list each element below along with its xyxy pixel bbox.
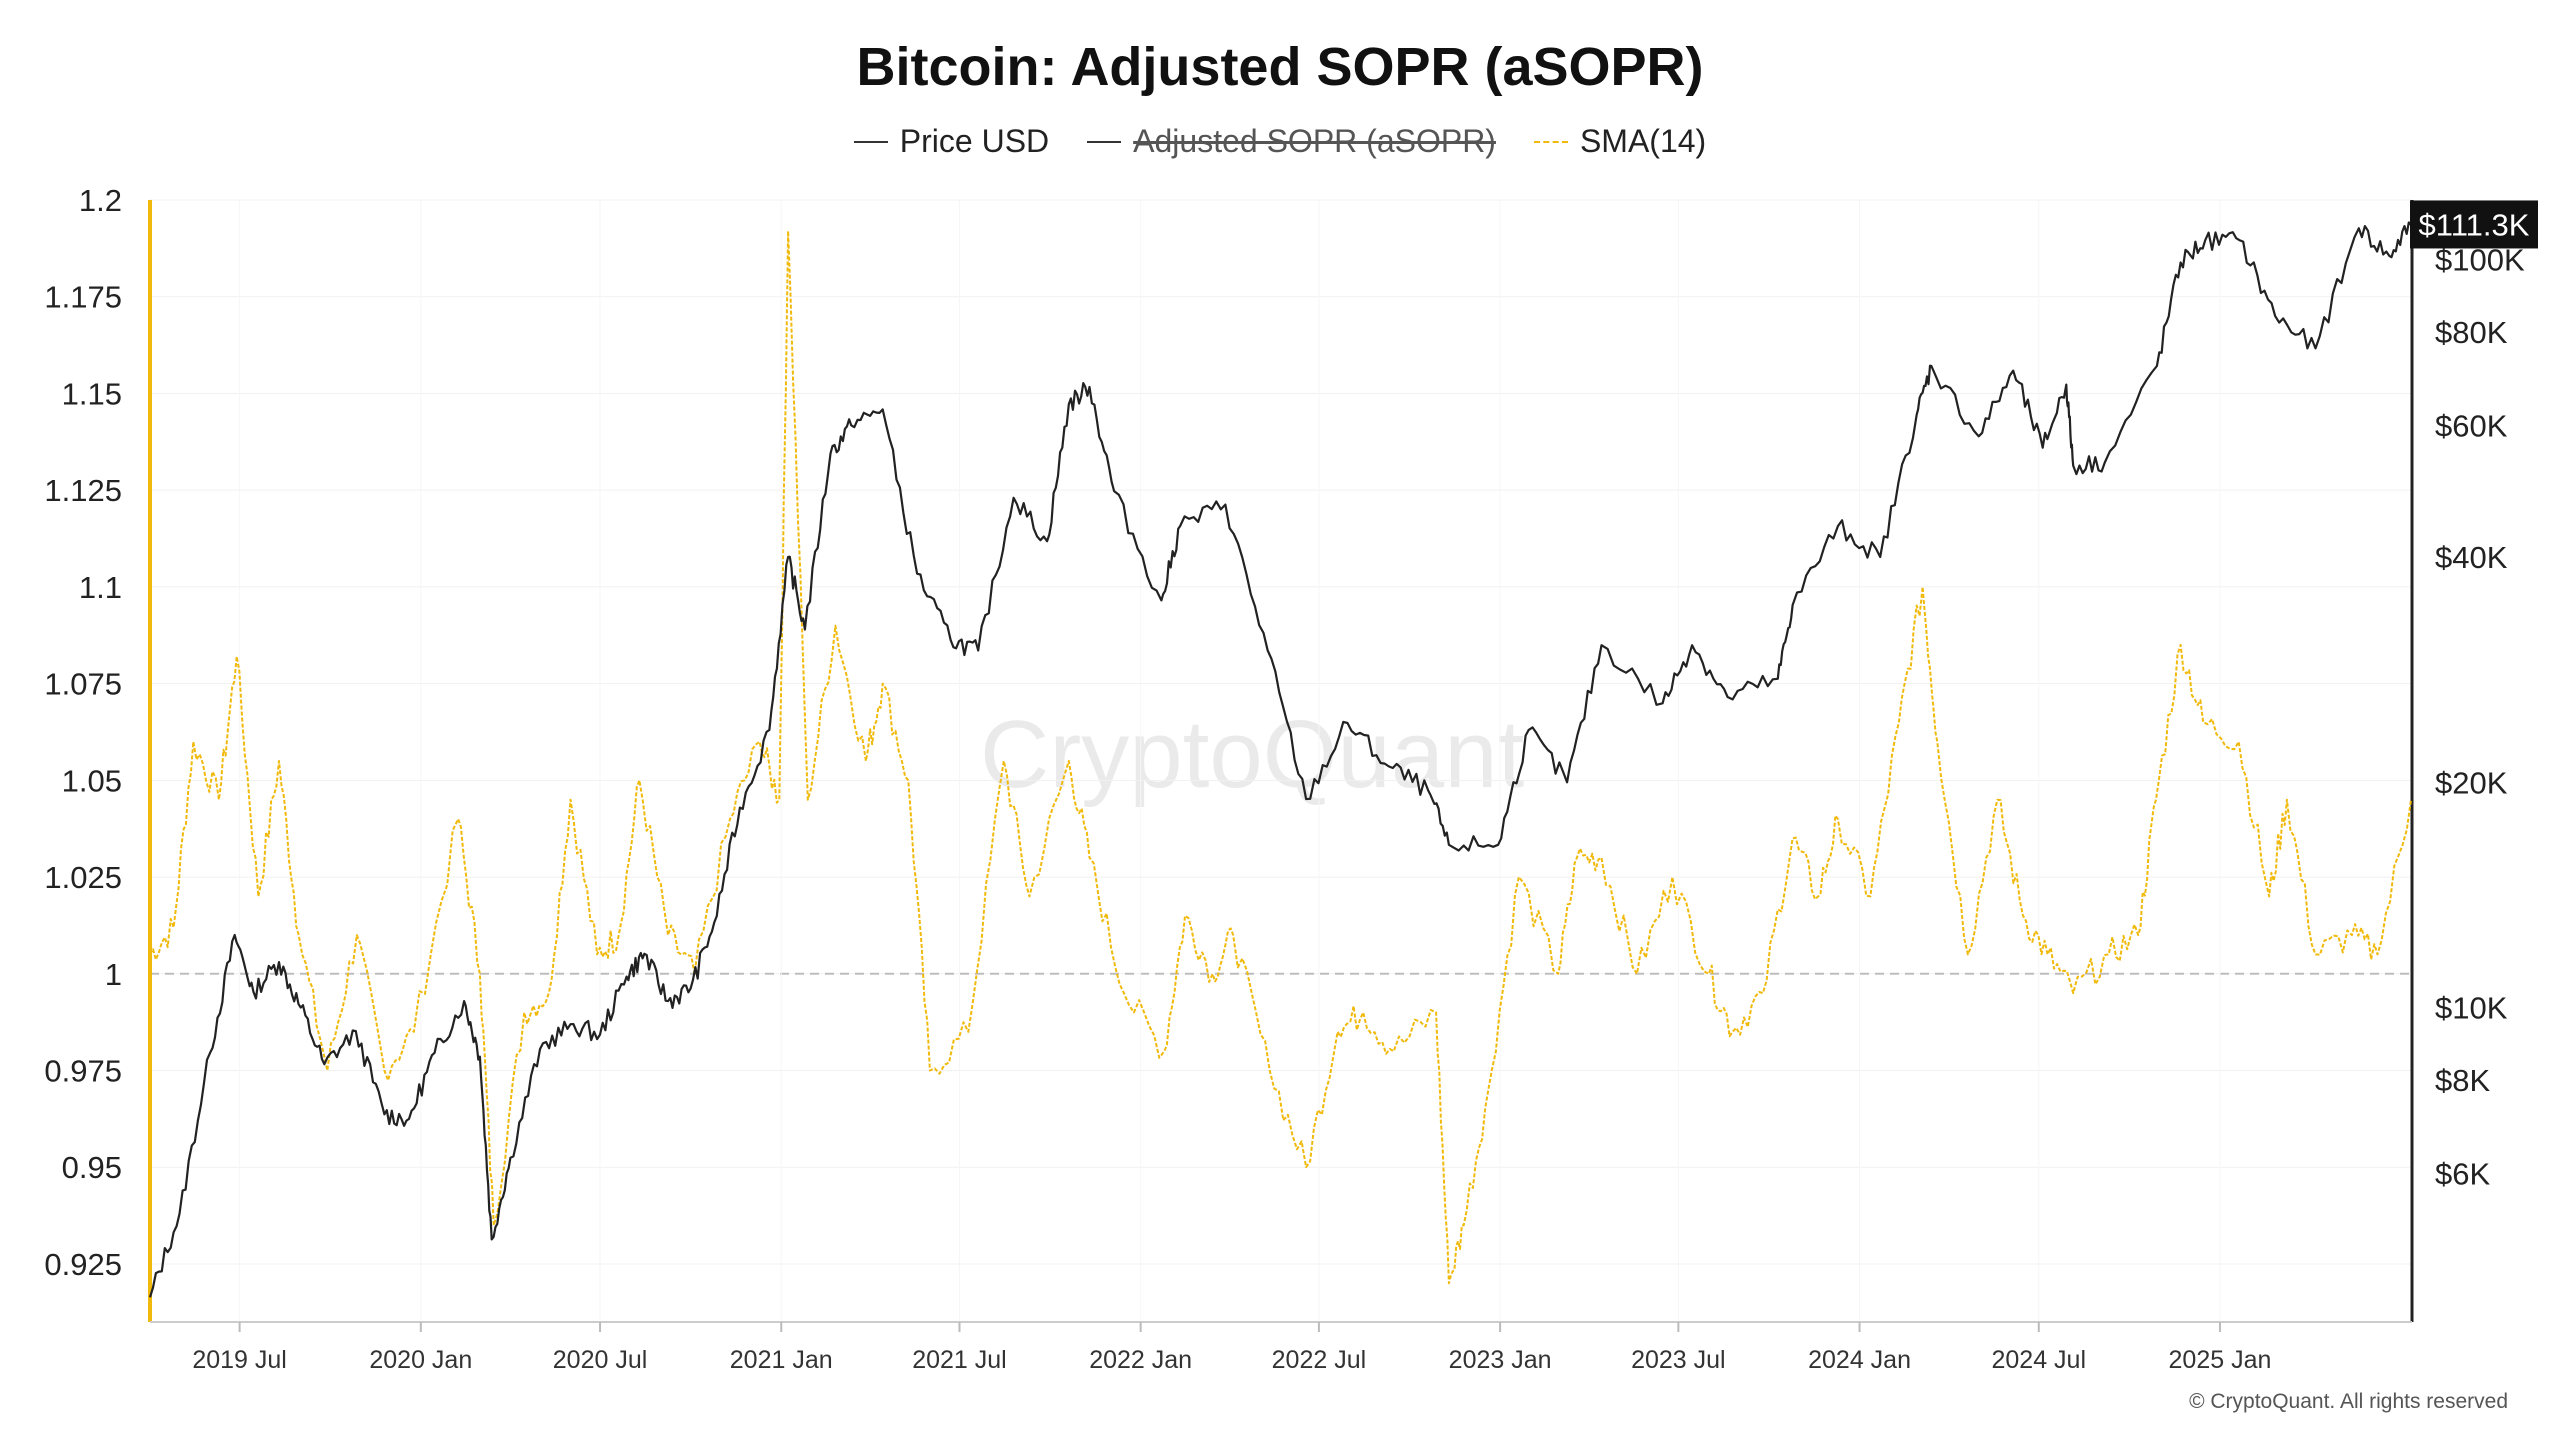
left-tick-label: 0.975	[44, 1054, 122, 1089]
legend-item-sma14[interactable]: SMA(14)	[1533, 123, 1707, 160]
right-tick-label: $60K	[2435, 408, 2508, 443]
series-layer	[148, 221, 2412, 1298]
legend-swatch-asopr	[1087, 140, 1122, 143]
right-axis: $100K$80K$60K$40K$20K$10K$8K$6K	[2410, 200, 2525, 1322]
legend-label-price-usd: Price USD	[899, 123, 1050, 159]
copyright-notice: © CryptoQuant. All rights reserved	[2189, 1390, 2508, 1413]
x-tick-label: 2022 Jul	[1272, 1346, 1367, 1374]
x-tick-label: 2024 Jul	[1992, 1346, 2087, 1374]
x-tick-label: 2024 Jan	[1808, 1346, 1911, 1374]
legend-item-asopr[interactable]: Adjusted SOPR (aSOPR)	[1087, 123, 1496, 160]
legend-swatch-price-usd	[853, 140, 888, 143]
current-price-tag-box	[2410, 200, 2538, 249]
left-axis: 1.2 1.175 1.15 1.125 1.1 1.075 1.05 1.025 1 0.975…	[44, 183, 152, 1322]
left-tick-label: 1.025	[44, 860, 122, 895]
legend-item-price-usd[interactable]: Price USD	[853, 123, 1050, 160]
current-price-tag: $111.3K	[2410, 200, 2538, 249]
left-tick-label: 1.125	[44, 473, 122, 508]
left-tick-label: 1.1	[79, 570, 122, 605]
right-tick-label: $40K	[2435, 540, 2508, 575]
grid-lines	[150, 199, 2412, 1322]
watermark: CryptoQuant	[980, 701, 1525, 808]
left-tick-label: 1.2	[79, 183, 122, 218]
left-tick-label: 1.15	[62, 376, 122, 411]
right-tick-label: $80K	[2435, 315, 2508, 350]
x-tick-label: 2019 Jul	[192, 1346, 287, 1374]
x-axis: 2019 Jul 2020 Jan 2020 Jul 2021 Jan 2021 Jul…	[150, 1321, 2412, 1374]
x-tick-label: 2025 Jan	[2169, 1346, 2272, 1374]
x-tick-label: 2021 Jan	[730, 1346, 833, 1374]
left-tick-label: 0.925	[44, 1247, 122, 1282]
series-sma14-line	[149, 230, 2412, 1285]
left-tick-label: 0.95	[62, 1150, 122, 1185]
chart-legend: Price USD Adjusted SOPR (aSOPR) SMA(14)	[0, 123, 2560, 160]
left-tick-label: 1.05	[62, 763, 122, 798]
right-tick-label: $8K	[2435, 1063, 2490, 1098]
x-tick-label: 2021 Jul	[912, 1346, 1007, 1374]
left-tick-label: 1.075	[44, 667, 122, 702]
legend-label-sma14: SMA(14)	[1579, 123, 1707, 159]
right-tick-label: $6K	[2435, 1157, 2490, 1192]
chart-title: Bitcoin: Adjusted SOPR (aSOPR)	[856, 37, 1704, 97]
x-tick-label: 2020 Jan	[369, 1346, 472, 1374]
right-tick-label: $20K	[2435, 765, 2508, 800]
current-price-tag-label: $111.3K	[2419, 207, 2530, 242]
x-tick-label: 2023 Jan	[1449, 1346, 1552, 1374]
series-price-usd-line	[148, 221, 2412, 1298]
x-tick-label: 2022 Jan	[1089, 1346, 1192, 1374]
legend-swatch-sma14	[1533, 140, 1568, 143]
legend-label-asopr: Adjusted SOPR (aSOPR)	[1133, 123, 1496, 159]
left-tick-label: 1.175	[44, 280, 122, 315]
left-tick-label: 1	[105, 957, 122, 992]
right-tick-label: $10K	[2435, 991, 2508, 1026]
x-tick-label: 2020 Jul	[553, 1346, 648, 1374]
x-tick-label: 2023 Jul	[1631, 1346, 1726, 1374]
